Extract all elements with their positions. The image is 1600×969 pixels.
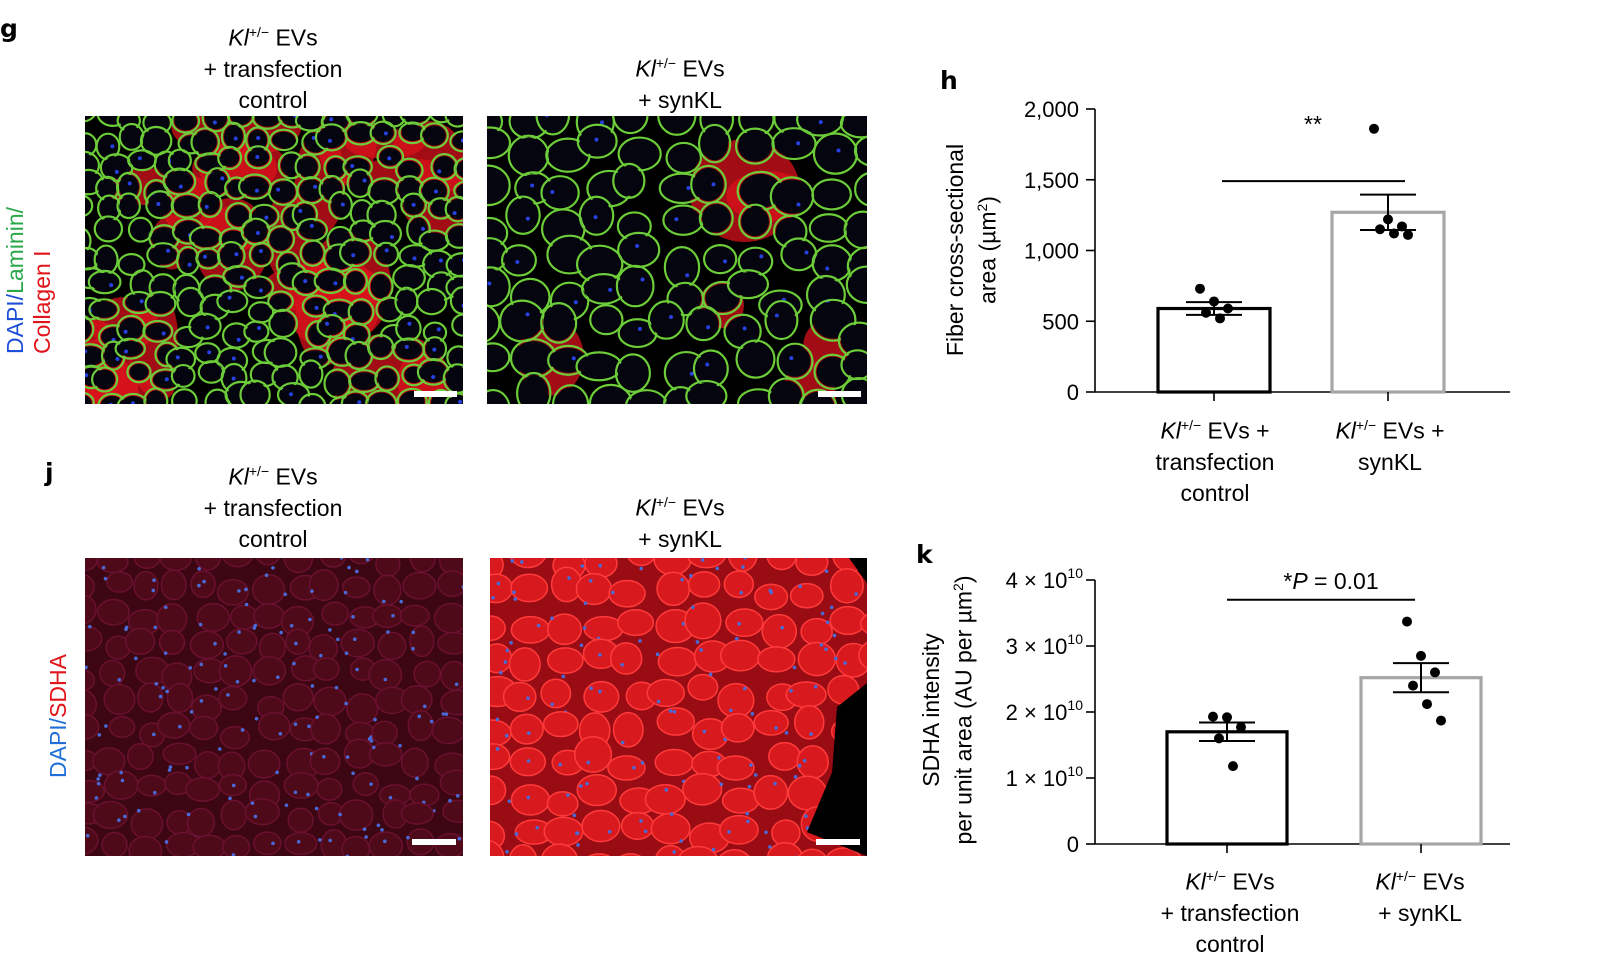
data-point: [1389, 228, 1399, 239]
panel-label-g: g: [0, 14, 18, 43]
data-point: [1209, 296, 1219, 307]
j-column-title-2: Kl+/− EVs + synKL: [635, 494, 725, 552]
data-point: [1208, 711, 1218, 722]
panel-label-j: j: [45, 458, 54, 487]
data-point: [1215, 313, 1225, 324]
data-point: [1430, 667, 1440, 678]
data-point: [1236, 722, 1246, 733]
g-column-title-2: Kl+/− EVs + synKL: [635, 55, 725, 113]
scale-bar: [818, 391, 861, 397]
scale-bar: [412, 839, 456, 845]
h-x-category-2: Kl+/− EVs + synKL: [1335, 417, 1445, 475]
y-tick-label: 1,500: [1024, 168, 1079, 193]
data-point: [1375, 224, 1385, 235]
data-point: [1402, 616, 1412, 627]
j-micrograph-synkl: [490, 558, 867, 856]
j-stain-label: DAPI/SDHA: [45, 654, 71, 778]
scale-bar: [414, 391, 457, 397]
data-point: [1222, 712, 1232, 723]
panel-label-k: k: [916, 540, 933, 569]
k-x-category-1: Kl+/− EVs + transfection control: [1160, 868, 1300, 957]
g-stain-label: DAPI/Laminin/ Collagen I: [2, 206, 55, 354]
bar: [1165, 730, 1289, 846]
h-y-axis-label: Fiber cross-sectional area (µm2): [942, 143, 1001, 357]
g-micrograph-control: [85, 116, 463, 404]
y-tick-label: 1,000: [1024, 239, 1079, 264]
significance-label: *P = 0.01: [1283, 568, 1378, 594]
data-point: [1369, 123, 1379, 134]
data-point: [1214, 733, 1224, 744]
bar: [1330, 210, 1446, 394]
y-tick-label: 4 × 1010: [1006, 565, 1084, 593]
data-point: [1403, 229, 1413, 240]
g-micrograph-synkl: [487, 116, 867, 404]
y-tick-label: 0: [1067, 380, 1079, 405]
data-point: [1223, 303, 1233, 314]
data-point: [1201, 307, 1211, 318]
significance-label: **: [1304, 111, 1322, 137]
j-micrograph-control: [85, 558, 463, 856]
data-point: [1436, 715, 1446, 726]
g-column-title-1: Kl+/− EVs + transfection control: [203, 24, 343, 113]
j-column-title-1: Kl+/− EVs + transfection control: [203, 463, 343, 552]
data-point: [1383, 214, 1393, 225]
k-x-category-2: Kl+/− EVs + synKL: [1375, 868, 1465, 926]
bar: [1359, 676, 1483, 846]
h-x-category-1: Kl+/− EVs + transfection control: [1155, 417, 1275, 506]
data-point: [1416, 650, 1426, 661]
data-point: [1228, 761, 1238, 772]
y-tick-label: 0: [1067, 832, 1079, 857]
y-tick-label: 3 × 1010: [1006, 631, 1084, 659]
k-y-axis-label: SDHA intensity per unit area (AU per µm2…: [918, 575, 977, 845]
panel-label-h: h: [940, 66, 958, 95]
data-point: [1397, 221, 1407, 232]
data-point: [1408, 680, 1418, 691]
y-tick-label: 2 × 1010: [1006, 697, 1084, 725]
bar: [1156, 306, 1272, 394]
y-tick-label: 500: [1042, 309, 1079, 334]
data-point: [1422, 699, 1432, 710]
y-tick-label: 1 × 1010: [1006, 763, 1084, 791]
data-point: [1195, 283, 1205, 294]
y-tick-label: 2,000: [1024, 97, 1079, 122]
scale-bar: [816, 839, 860, 845]
